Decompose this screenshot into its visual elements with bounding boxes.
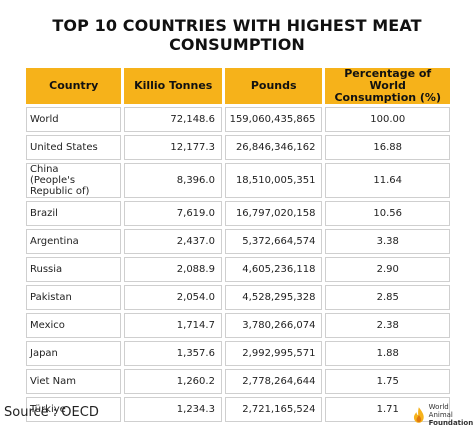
- percentage-cell: 1.88: [325, 341, 450, 366]
- logo: World Animal Foundation: [412, 403, 474, 427]
- percentage-cell: 3.38: [325, 229, 450, 254]
- pounds-cell: 18,510,005,351: [224, 163, 323, 198]
- killio-tonnes-cell: 72,148.6: [124, 107, 222, 132]
- killio-tonnes-cell: 12,177.3: [124, 135, 222, 160]
- table-row: Russia 2,088.9 4,605,236,118 2.90: [26, 257, 450, 282]
- chart-title: TOP 10 COUNTRIES WITH HIGHEST MEAT CONSU…: [52, 16, 422, 54]
- country-name: Pakistan: [30, 292, 72, 303]
- meat-consumption-table: Country Killio Tonnes Pounds Percentage …: [23, 65, 453, 425]
- country-cell: United States: [26, 135, 122, 160]
- killio-tonnes-cell: 2,437.0: [124, 229, 222, 254]
- pounds-cell: 4,605,236,118: [224, 257, 323, 282]
- country-name: Mexico: [30, 320, 65, 331]
- pounds-cell: 16,797,020,158: [224, 201, 323, 226]
- logo-line1: World Animal: [428, 403, 453, 419]
- country-name: Argentina: [30, 236, 79, 247]
- table-row: Türkiye 1,234.3 2,721,165,524 1.71: [26, 397, 450, 422]
- country-cell: Brazil: [26, 201, 122, 226]
- table-row: World 72,148.6 159,060,435,865 100.00: [26, 107, 450, 132]
- country-cell: World: [26, 107, 122, 132]
- country-name: Japan: [30, 348, 58, 359]
- header-country: Country: [26, 68, 122, 104]
- country-name-detail: (People's Republic of): [30, 175, 90, 197]
- country-cell: Pakistan: [26, 285, 122, 310]
- country-cell: Mexico: [26, 313, 122, 338]
- percentage-cell: 1.75: [325, 369, 450, 394]
- killio-tonnes-cell: 7,619.0: [124, 201, 222, 226]
- table-row: Brazil 7,619.0 16,797,020,158 10.56: [26, 201, 450, 226]
- pounds-cell: 2,721,165,524: [224, 397, 323, 422]
- percentage-cell: 10.56: [325, 201, 450, 226]
- killio-tonnes-cell: 8,396.0: [124, 163, 222, 198]
- pounds-cell: 4,528,295,328: [224, 285, 323, 310]
- country-cell: Argentina: [26, 229, 122, 254]
- country-cell: Japan: [26, 341, 122, 366]
- country-cell: China (People's Republic of): [26, 163, 122, 198]
- table-row: Argentina 2,437.0 5,372,664,574 3.38: [26, 229, 450, 254]
- pounds-cell: 159,060,435,865: [224, 107, 323, 132]
- table-row: Japan 1,357.6 2,992,995,571 1.88: [26, 341, 450, 366]
- pounds-cell: 3,780,266,074: [224, 313, 323, 338]
- source-note: Source : OECD: [4, 405, 99, 420]
- pounds-cell: 2,992,995,571: [224, 341, 323, 366]
- pounds-cell: 5,372,664,574: [224, 229, 323, 254]
- killio-tonnes-cell: 1,714.7: [124, 313, 222, 338]
- killio-tonnes-cell: 1,234.3: [124, 397, 222, 422]
- country-name: Viet Nam: [30, 376, 77, 387]
- header-killio-tonnes: Killio Tonnes: [124, 68, 222, 104]
- country-name: World: [30, 114, 59, 125]
- percentage-cell: 11.64: [325, 163, 450, 198]
- percentage-cell: 1.71: [325, 397, 450, 422]
- table-row: China (People's Republic of) 8,396.0 18,510…: [26, 163, 450, 198]
- header-pounds: Pounds: [224, 68, 323, 104]
- country-name: Russia: [30, 264, 63, 275]
- killio-tonnes-cell: 2,054.0: [124, 285, 222, 310]
- country-cell: Viet Nam: [26, 369, 122, 394]
- logo-line2: Foundation: [428, 419, 474, 427]
- table-row: United States 12,177.3 26,846,346,162 16.88: [26, 135, 450, 160]
- killio-tonnes-cell: 1,260.2: [124, 369, 222, 394]
- flame-logo-icon: [413, 407, 424, 423]
- table-row: Pakistan 2,054.0 4,528,295,328 2.85: [26, 285, 450, 310]
- country-name: United States: [30, 142, 98, 153]
- percentage-cell: 16.88: [325, 135, 450, 160]
- country-name: Brazil: [30, 208, 58, 219]
- header-percentage: Percentage of World Consumption (%): [325, 68, 450, 104]
- percentage-cell: 2.90: [325, 257, 450, 282]
- table-row: Mexico 1,714.7 3,780,266,074 2.38: [26, 313, 450, 338]
- table-header-row: Country Killio Tonnes Pounds Percentage …: [26, 68, 450, 104]
- country-name: China: [30, 164, 59, 175]
- percentage-cell: 2.85: [325, 285, 450, 310]
- pounds-cell: 26,846,346,162: [224, 135, 323, 160]
- country-cell: Türkiye: [26, 397, 122, 422]
- percentage-cell: 100.00: [325, 107, 450, 132]
- percentage-cell: 2.38: [325, 313, 450, 338]
- killio-tonnes-cell: 2,088.9: [124, 257, 222, 282]
- killio-tonnes-cell: 1,357.6: [124, 341, 222, 366]
- pounds-cell: 2,778,264,644: [224, 369, 323, 394]
- country-cell: Russia: [26, 257, 122, 282]
- country-name: Türkiye: [30, 404, 66, 415]
- table-row: Viet Nam 1,260.2 2,778,264,644 1.75: [26, 369, 450, 394]
